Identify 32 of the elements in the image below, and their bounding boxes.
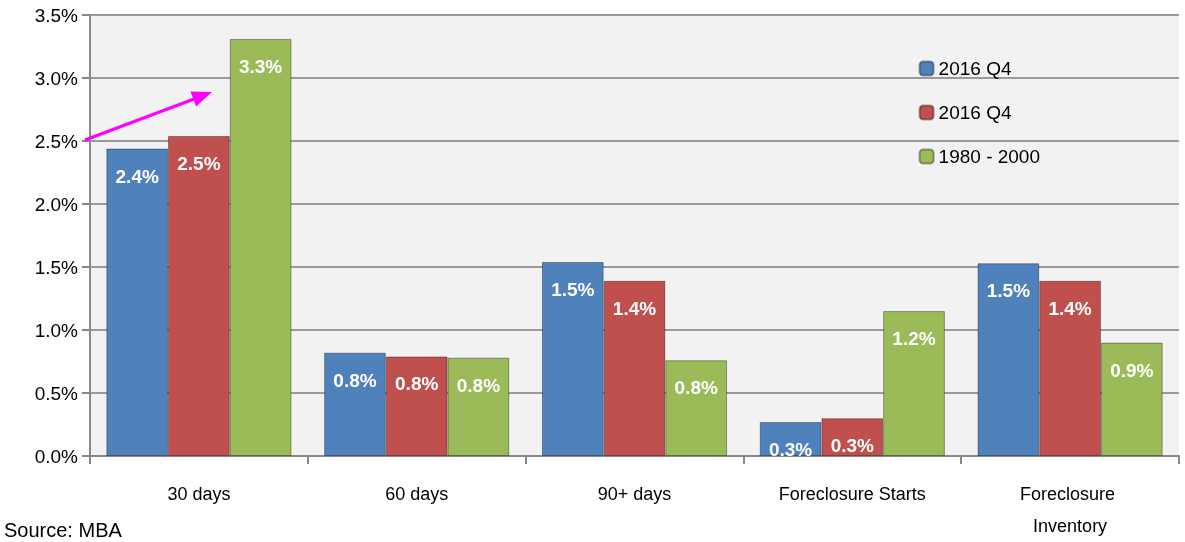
legend-label: 1980 - 2000: [938, 146, 1040, 167]
y-tick-label: 3.0%: [34, 67, 79, 89]
data-label: 1.5%: [986, 280, 1031, 302]
data-label: 1.2%: [892, 328, 936, 350]
data-label: 0.8%: [395, 373, 439, 395]
data-label: 0.8%: [456, 374, 501, 396]
data-label: 3.3%: [238, 55, 283, 77]
data-label: 1.4%: [1048, 297, 1092, 319]
y-tick-label: 1.0%: [34, 319, 79, 341]
data-label: 2.5%: [177, 152, 221, 174]
y-tick-label: 2.0%: [34, 193, 79, 215]
y-tick-label: 2.5%: [34, 130, 79, 152]
y-tick-label: 3.5%: [34, 4, 79, 26]
data-label: 0.3%: [768, 438, 813, 460]
data-label: 0.8%: [674, 377, 718, 399]
y-tick-label: 0.5%: [34, 382, 79, 404]
data-label: 0.9%: [1110, 359, 1154, 381]
x-tick-label: 30 days: [167, 484, 231, 504]
legend-label: 2016 Q4: [938, 102, 1012, 123]
x-tick-label: Foreclosure Starts: [778, 484, 926, 504]
x-tick-label: Foreclosure Inventory: [1020, 484, 1121, 536]
legend-label: 2016 Q4: [938, 58, 1012, 79]
x-tick-label: 90+ days: [597, 484, 672, 504]
data-label: 0.3%: [830, 435, 875, 457]
data-label: 1.5%: [551, 278, 595, 300]
data-label: 1.4%: [612, 297, 657, 319]
y-tick-label: 0.0%: [34, 445, 79, 467]
x-tick-label: 60 days: [385, 484, 449, 504]
source-note: Source: MBA: [4, 519, 123, 541]
data-label: 0.8%: [333, 369, 377, 391]
y-tick-label: 1.5%: [34, 256, 79, 278]
data-label: 2.4%: [115, 165, 159, 187]
